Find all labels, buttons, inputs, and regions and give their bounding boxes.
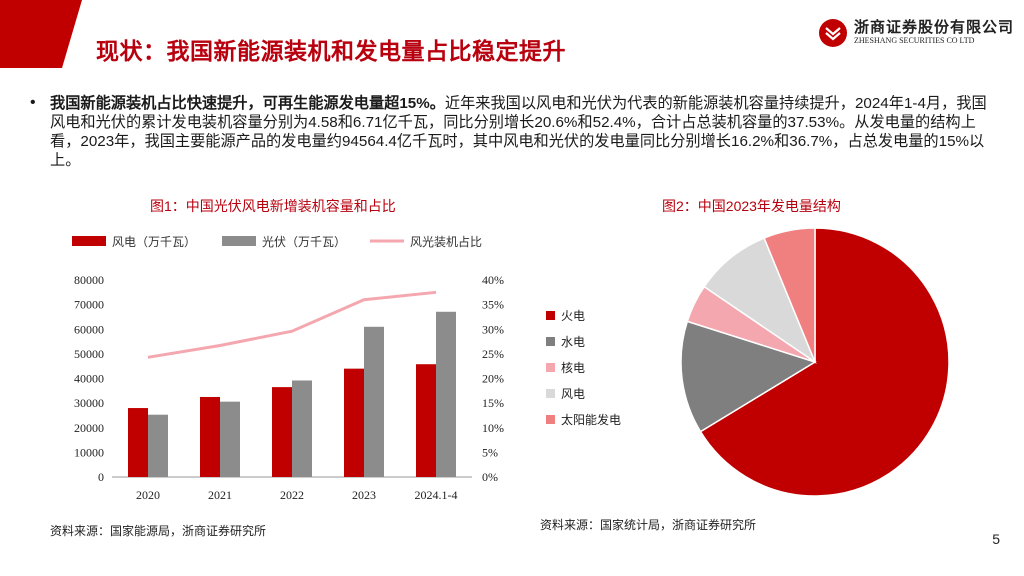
legend-swatch-1 [222,236,256,246]
bar-solar-2024.1-4 [436,311,456,477]
page-number: 5 [992,531,1000,547]
bar-wind-2020 [128,408,148,477]
bar-wind-2023 [344,368,364,477]
legend-label: 核电 [561,360,586,375]
x-tick-label: 2023 [352,488,376,502]
y-right-tick-label: 10% [482,421,504,435]
figure1-chart: 风电（万千瓦） 光伏（万千瓦） 风光装机占比 0 10000 20000 30000 4000… [72,234,504,502]
bullet-marker: • [30,94,36,111]
legend-item-风电: 风电 [546,380,621,406]
figure2-source: 资料来源：国家统计局，浙商证券研究所 [540,518,757,532]
legend-swatch [546,310,555,320]
y-left-tick-label: 40000 [74,372,104,386]
y-right-tick-label: 25% [482,347,504,361]
bar-solar-2021 [220,401,240,477]
pie-slice-太阳能发电 [763,227,816,363]
pie-slice-水电 [680,320,817,433]
figure1-title: 图1：中国光伏风电新增装机容量和占比 [150,198,396,214]
legend-label-1: 光伏（万千瓦） [262,235,346,249]
legend-label-0: 风电（万千瓦） [112,235,196,249]
y-left-tick-label: 0 [98,470,104,484]
legend-item-太阳能发电: 太阳能发电 [546,406,621,432]
x-tick-label: 2022 [280,488,304,502]
legend-item-火电: 火电 [546,302,621,328]
legend-item-核电: 核电 [546,354,621,380]
legend-label: 太阳能发电 [561,412,622,427]
bullet-bold-lead: 我国新能源装机占比快速提升，可再生能源发电量超15%。 [50,95,445,112]
y-left-tick-label: 60000 [74,322,104,336]
legend-item-水电: 水电 [546,328,621,354]
y-left-tick-label: 30000 [74,396,104,410]
legend-swatch [546,362,555,372]
legend-label: 水电 [561,334,586,349]
y-right-tick-label: 35% [482,298,504,312]
y-left-tick-label: 50000 [74,347,104,361]
legend-swatch [546,388,555,398]
logo-text-cn: 浙商证券股份有限公司 [854,19,1015,36]
legend-swatch-0 [72,236,106,246]
company-logo: 浙商证券股份有限公司 ZHESHANG SECURITIES CO LTD [818,16,1013,50]
figure2-legend: 火电水电核电风电太阳能发电 [546,302,621,432]
x-tick-label: 2024.1-4 [415,488,458,502]
y-left-tick-label: 10000 [74,445,104,459]
share-line [147,290,437,359]
legend-label: 风电 [561,386,586,401]
y-right-tick-label: 5% [482,445,498,459]
bar-wind-2024.1-4 [416,364,436,477]
bar-solar-2020 [148,414,168,477]
legend-swatch [546,336,555,346]
bar-wind-2021 [200,396,220,477]
bullet-paragraph: • 我国新能源装机占比快速提升，可再生能源发电量超15%。近年来我国以风电和光伏… [30,94,990,170]
y-right-tick-label: 15% [482,396,504,410]
pie-slice-火电 [699,227,950,497]
y-left-tick-label: 70000 [74,298,104,312]
y-right-tick-label: 20% [482,372,504,386]
pie-slice-风电 [703,237,817,365]
logo-text-en: ZHESHANG SECURITIES CO LTD [854,36,975,45]
bullet-body: 近年来我国以风电和光伏为代表的新能源装机容量持续提升，2024年1-4月，我国风… [50,95,987,169]
figure2-chart [680,227,950,497]
logo-icon [819,19,847,47]
figure1-source: 资料来源：国家能源局，浙商证券研究所 [50,524,267,538]
y-left-tick-label: 20000 [74,421,104,435]
corner-decoration [0,0,82,68]
y-right-tick-label: 30% [482,322,504,336]
y-left-tick-label: 80000 [74,273,104,287]
y-right-tick-label: 0% [482,470,498,484]
figure2-title: 图2：中国2023年发电量结构 [662,198,841,214]
bar-wind-2022 [272,387,292,477]
x-tick-label: 2020 [136,488,160,502]
bar-solar-2022 [292,380,312,477]
bar-solar-2023 [364,326,384,477]
x-tick-label: 2021 [208,488,232,502]
y-right-tick-label: 40% [482,273,504,287]
legend-label-2: 风光装机占比 [410,234,482,249]
page-title: 现状：我国新能源装机和发电量占比稳定提升 [96,38,566,64]
legend-label: 火电 [561,308,586,323]
legend-swatch [546,414,555,424]
